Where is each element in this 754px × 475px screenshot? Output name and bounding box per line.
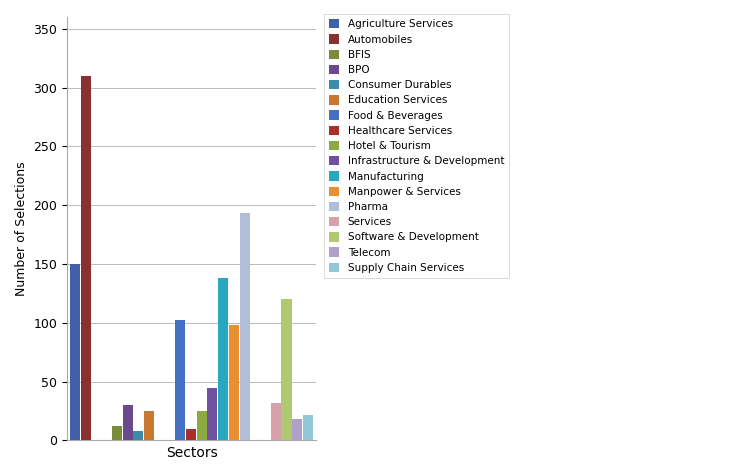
Bar [70,264,80,440]
Bar [112,427,122,440]
Legend: Agriculture Services, Automobiles, BFIS, BPO, Consumer Durables, Education Servi: Agriculture Services, Automobiles, BFIS,… [323,14,510,278]
Bar [293,419,302,440]
Bar [229,325,239,440]
Bar [281,299,292,440]
Bar [197,411,207,440]
Bar [218,278,228,440]
Bar [81,76,91,440]
Bar [144,411,155,440]
Bar [123,405,133,440]
Bar [240,213,250,440]
Bar [186,428,196,440]
Bar [133,431,143,440]
X-axis label: Sectors: Sectors [166,446,217,460]
Bar [303,415,313,440]
Bar [271,403,280,440]
Bar [175,321,185,440]
Bar [207,388,217,440]
Y-axis label: Number of Selections: Number of Selections [15,162,28,296]
